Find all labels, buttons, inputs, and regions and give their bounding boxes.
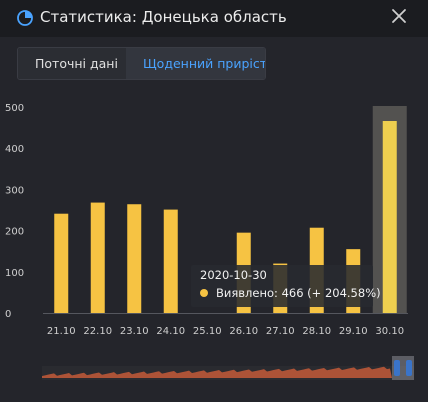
x-tick-label: 29.10 [339,326,368,337]
close-icon[interactable] [390,7,408,25]
stats-clock-icon [17,10,33,26]
timeline-slider[interactable] [42,356,414,380]
x-tick-label: 30.10 [375,326,404,337]
x-tick-label: 23.10 [120,326,149,337]
slider-handle[interactable] [406,360,412,376]
y-tick-label: 300 [5,185,24,196]
y-tick-label: 400 [5,144,24,155]
tooltip-row: Виявлено: 466 (+ 204.58%) [200,286,381,300]
x-tick-label: 25.10 [193,326,222,337]
tab-daily-increase[interactable]: Щоденний приріст [126,48,265,79]
x-tick-label: 27.10 [266,326,295,337]
y-tick-label: 0 [5,309,11,320]
tab-current-data[interactable]: Поточні дані [18,48,126,79]
bar-22.10[interactable] [90,202,105,313]
bar-21.10[interactable] [54,213,69,313]
slider-sparkline [42,366,392,378]
window-title: Статистика: Донецька область [40,8,287,26]
x-tick-label: 28.10 [302,326,331,337]
daily-increase-chart: 0 100 200 300 400 500 21.10 22.10 23.10 24.10 25.1… [5,103,408,337]
bar-30.10[interactable] [382,121,397,313]
view-tabs: Поточні дані Щоденний приріст [17,47,266,80]
chart-tooltip: 2020-10-30 Виявлено: 466 (+ 204.58%) [191,265,381,307]
y-tick-label: 500 [5,103,24,114]
x-tick-label: 22.10 [83,326,112,337]
x-tick-label: 21.10 [47,326,76,337]
bar-24.10[interactable] [163,209,178,313]
y-tick-label: 200 [5,227,24,238]
series-dot-icon [200,289,208,297]
x-tick-label: 26.10 [229,326,258,337]
window-header: Статистика: Донецька область [0,0,428,37]
slider-handle[interactable] [394,360,400,376]
y-tick-label: 100 [5,268,24,279]
bar-23.10[interactable] [127,204,142,313]
x-tick-label: 24.10 [156,326,185,337]
tooltip-label: Виявлено: 466 (+ 204.58%) [216,286,381,300]
tooltip-date: 2020-10-30 [200,268,267,282]
